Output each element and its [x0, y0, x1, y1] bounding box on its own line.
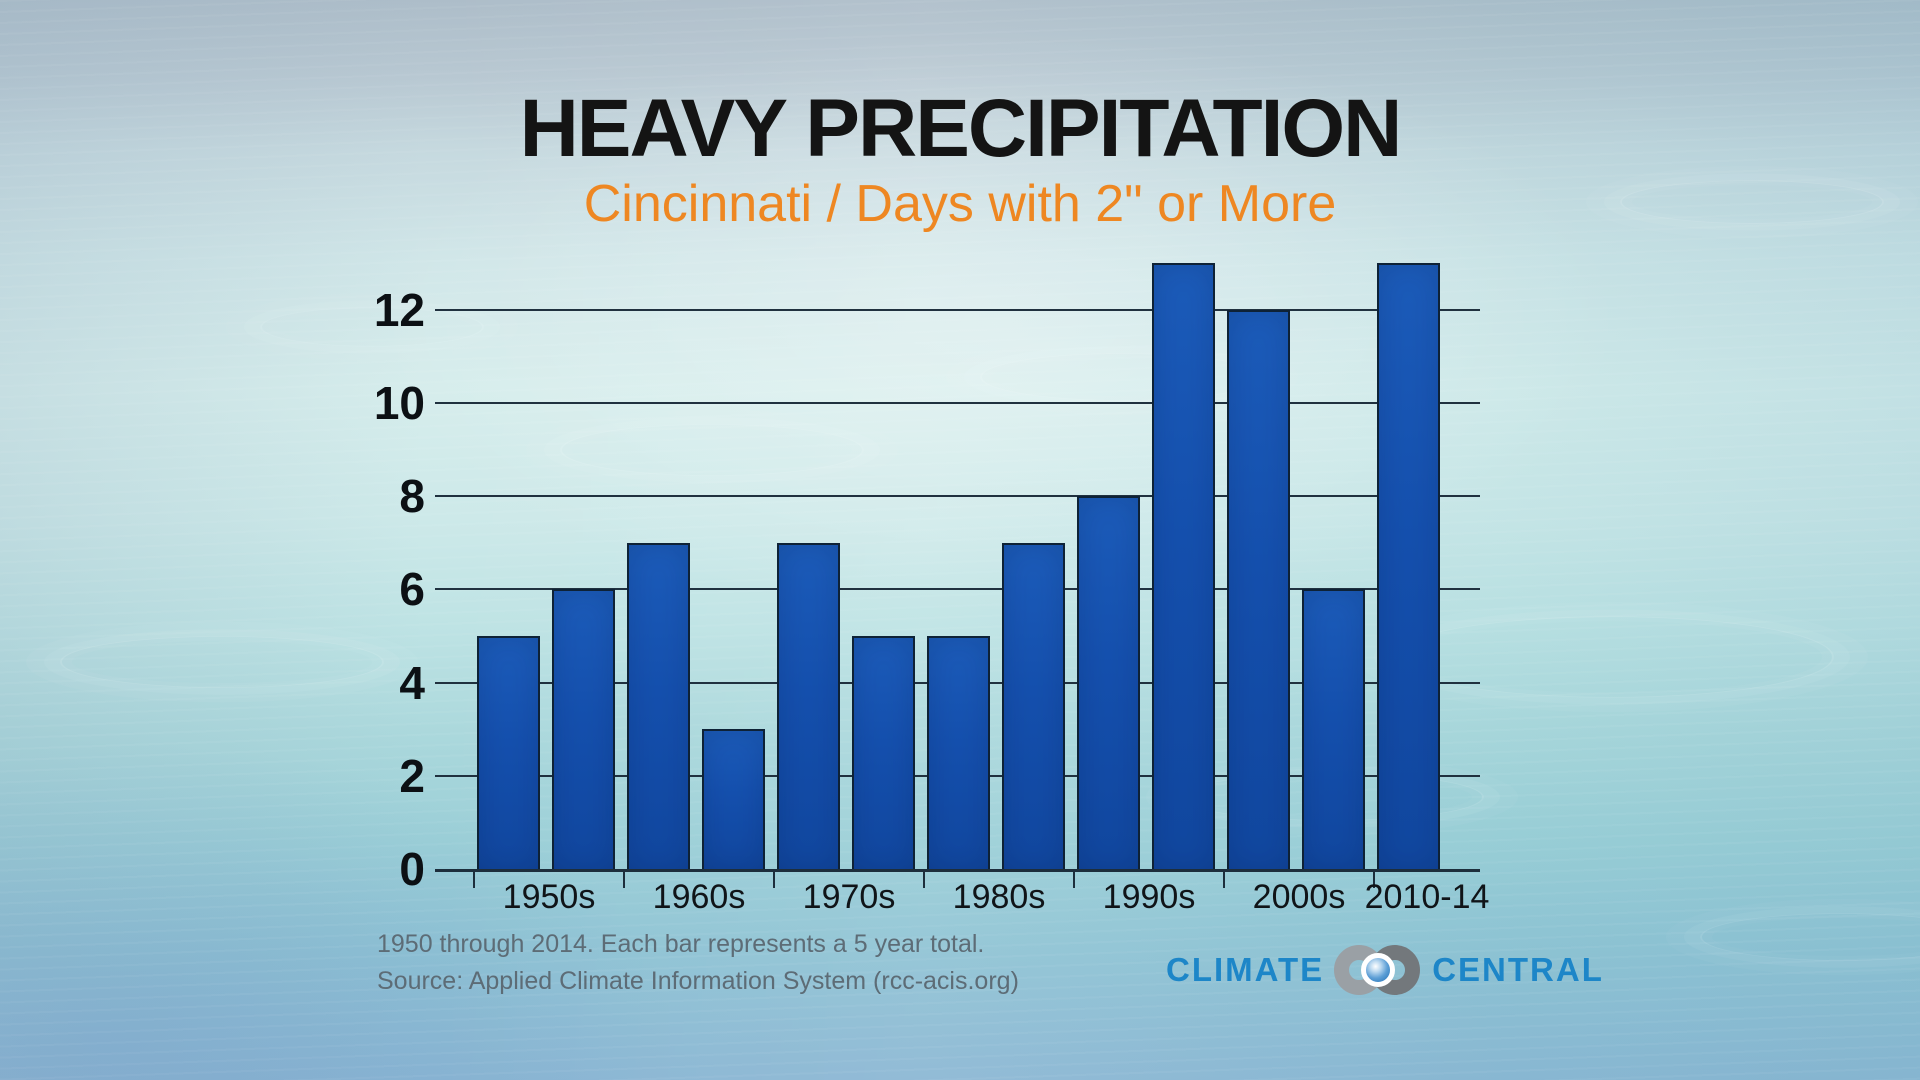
x-axis-label-1980s: 1980s [952, 878, 1046, 916]
bar-group-1960s: 1960s [623, 249, 774, 916]
footnote-line2: Source: Applied Climate Information Syst… [377, 967, 1019, 995]
bar-2000s-1 [1227, 309, 1290, 869]
y-axis-label-12: 12 [373, 283, 425, 336]
x-axis-tick [923, 872, 925, 888]
y-axis-label-0: 0 [399, 843, 425, 895]
bar-1970s-2 [852, 635, 915, 869]
bar-1950s-1 [477, 635, 540, 869]
gridline-12 [435, 308, 1480, 311]
x-axis-tick [773, 872, 775, 888]
y-axis-label-2: 2 [399, 749, 425, 802]
logo-globe-icon [1361, 953, 1396, 987]
x-axis-label-1960s: 1960s [652, 878, 746, 916]
water-ripple-icon [1620, 180, 1884, 224]
y-axis-label-6: 6 [399, 563, 425, 616]
water-ripple-icon [560, 423, 864, 477]
logo-word-climate: CLIMATE [1166, 951, 1325, 988]
footnote-line1: 1950 through 2014. Each bar represents a… [377, 930, 985, 958]
y-axis-label-4: 4 [399, 656, 425, 709]
gridline-8 [435, 495, 1480, 498]
climate-central-logo: CLIMATE CENTRAL [1166, 942, 1604, 998]
bar-group-1990s: 1990s [1073, 249, 1224, 916]
bar-group-2000s: 2000s [1223, 249, 1374, 916]
bar-1950s-2 [552, 589, 615, 869]
page-title: HEAVY PRECIPITATION [519, 83, 1403, 174]
logo-word-central: CENTRAL [1432, 951, 1604, 988]
x-axis-tick [1073, 872, 1075, 888]
x-axis-tick [473, 872, 475, 888]
water-ripple-icon [260, 307, 484, 347]
logo-rings-icon [1334, 944, 1422, 996]
bar-1980s-1 [927, 635, 990, 869]
x-axis-label-1990s: 1990s [1102, 878, 1196, 916]
bar-1980s-2 [1002, 542, 1065, 869]
bar-1990s-2 [1152, 263, 1215, 869]
x-axis-tick [1373, 872, 1375, 888]
bar-1970s-1 [777, 542, 840, 869]
gridline-10 [435, 401, 1480, 404]
x-axis-tick [1223, 872, 1225, 888]
bar-group-1980s: 1980s [923, 249, 1074, 916]
page-subtitle: Cincinnati / Days with 2" or More [583, 175, 1337, 233]
water-ripple-icon [60, 635, 384, 689]
x-axis-label-2010-14: 2010-14 [1364, 878, 1490, 916]
bar-group-2010-14: 2010-14 [1365, 249, 1489, 916]
x-axis-label-1970s: 1970s [802, 878, 896, 916]
bar-2000s-2 [1302, 589, 1365, 869]
bar-2010-14-1 [1377, 263, 1440, 869]
y-axis-labels: 0 2 4 6 8 10 12 [300, 249, 425, 893]
bar-1990s-1 [1077, 496, 1140, 869]
bar-1960s-1 [627, 542, 690, 869]
bar-group-1970s: 1970s [773, 249, 924, 916]
footnotes: 1950 through 2014. Each bar represents a… [377, 926, 1019, 1000]
plot-area: 1950s 1960s 1970s 1980s 1990s 2000s 2010-14 [435, 249, 1489, 916]
x-axis-label-2000s: 2000s [1252, 878, 1346, 916]
chart-header: HEAVY PRECIPITATION Cincinnati / Days wi… [0, 83, 1920, 233]
x-axis-label-1950s: 1950s [502, 878, 596, 916]
y-axis-label-10: 10 [373, 376, 425, 429]
bar-group-1950s: 1950s [473, 249, 624, 916]
bars-area: 1950s 1960s 1970s 1980s 1990s 2000s 2010-14 [473, 249, 1489, 916]
y-axis-label-8: 8 [399, 470, 425, 523]
x-axis-tick [623, 872, 625, 888]
bar-1960s-2 [702, 729, 765, 869]
gridline-6 [435, 588, 1480, 591]
